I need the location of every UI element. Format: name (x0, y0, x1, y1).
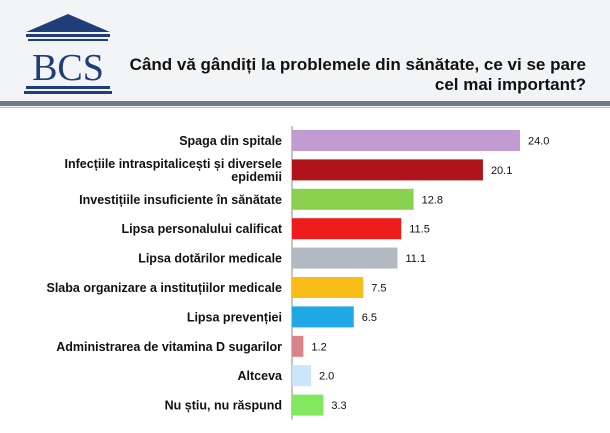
value-label-2: 20.1 (491, 165, 512, 177)
value-label-4: 11.5 (409, 224, 430, 236)
bar-5 (292, 247, 398, 269)
value-label-9: 2.0 (319, 371, 334, 383)
category-label-10: Nu știu, nu răspund (165, 399, 282, 413)
chart-title: Când vă gândiți la problemele din sănăta… (116, 55, 586, 95)
value-label-6: 7.5 (371, 283, 386, 295)
bar-2 (292, 159, 483, 181)
bar-3 (292, 188, 414, 210)
bcs-logo: BCS (24, 14, 112, 94)
category-label-1: Spaga din spitale (179, 134, 282, 148)
category-label-4: Lipsa personalului calificat (122, 222, 283, 236)
header-divider-thin (0, 107, 610, 108)
value-label-1: 24.0 (528, 136, 549, 148)
category-label-9: Altceva (238, 369, 284, 383)
bar-10 (292, 394, 324, 416)
svg-text:BCS: BCS (32, 47, 104, 89)
bar-4 (292, 218, 402, 240)
category-label-6: Slaba organizare a instituțiilor medical… (47, 281, 283, 295)
bar-6 (292, 277, 364, 298)
bar-8 (292, 335, 304, 357)
category-label-2: Infecțiile intraspitalicești și diversel… (65, 157, 283, 184)
value-label-7: 6.5 (362, 312, 377, 324)
chart-title-line-1: Când vă gândiți la problemele din sănăta… (129, 55, 586, 74)
category-label-5: Lipsa dotărilor medicale (138, 252, 282, 266)
category-label-8: Administrarea de vitamina D sugarilor (56, 340, 282, 354)
header-band (0, 0, 610, 108)
bar-chart: 24.0 Spaga din spitale 20.1 Infecțiile intr… (47, 126, 549, 420)
value-label-5: 11.1 (405, 253, 426, 265)
bar-9 (292, 365, 311, 387)
bar-1 (292, 130, 520, 151)
value-label-3: 12.8 (422, 194, 443, 206)
category-label-7: Lipsa prevenției (187, 310, 282, 324)
category-label-3: Investițiile insuficiente în sănătate (79, 193, 282, 207)
value-label-10: 3.3 (331, 400, 346, 412)
chart-title-line-2: cel mai important? (434, 75, 586, 94)
bars-group: 24.0 Spaga din spitale 20.1 Infecțiile intr… (47, 130, 549, 416)
bar-7 (292, 306, 354, 328)
header-divider (0, 101, 610, 106)
value-label-8: 1.2 (311, 341, 326, 353)
